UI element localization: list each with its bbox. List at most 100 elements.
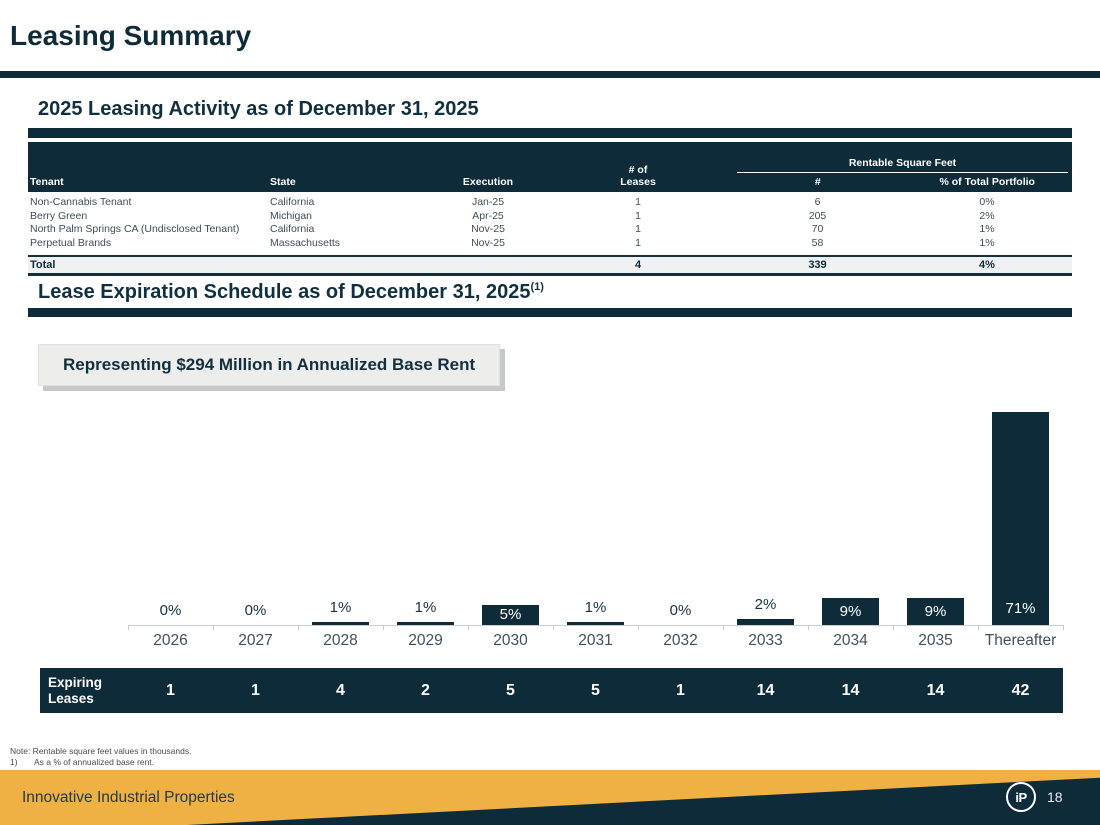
cell-state: Michigan	[270, 209, 313, 222]
bar-2029	[397, 622, 454, 625]
bar-value-label: 0%	[669, 602, 692, 619]
page-number: 18	[1047, 789, 1063, 805]
expiring-leases-band: Expiring Leases 1 1 4 2 5 5 1 14 14 14 42	[40, 668, 1063, 713]
footnote-note: Note: Rentable square feet values in tho…	[10, 746, 192, 756]
bar-2035	[907, 598, 964, 625]
section-heading-leasing-activity: 2025 Leasing Activity as of December 31,…	[38, 98, 479, 120]
bar-value-label: 2%	[754, 596, 777, 613]
cell-execution: Nov-25	[471, 223, 505, 235]
table-total-row: Total 4 339 4%	[28, 255, 1072, 276]
category-label-2030: 2030	[493, 632, 528, 649]
bar-value-label: 5%	[499, 606, 522, 623]
section-divider-2	[28, 308, 1072, 317]
expiring-count-Thereafter: 42	[1011, 681, 1030, 699]
chart-column-2030: 5%	[468, 392, 553, 625]
axis-tick	[1063, 625, 1064, 630]
footnote-1-marker: 1)	[10, 756, 18, 767]
category-label-2033: 2033	[748, 632, 783, 649]
chart-column-Thereafter: 71%	[978, 392, 1063, 625]
footnote-1: 1) As a % of annualized base rent.	[10, 757, 191, 768]
axis-tick	[383, 625, 384, 630]
expiring-leases-values: 1 1 4 2 5 5 1 14 14 14 42	[128, 668, 1063, 713]
cell-execution: Nov-25	[471, 236, 505, 249]
cell-pct: 1%	[979, 223, 995, 235]
expiring-count-2032: 1	[676, 681, 685, 699]
chart-column-2033: 2%	[723, 392, 808, 625]
table-header: Tenant State Execution # of Leases Renta…	[28, 142, 1072, 192]
axis-tick	[298, 625, 299, 630]
bar-value-label: 9%	[839, 603, 862, 620]
table-body: Non-Cannabis Tenant California Jan-25 1 6 0% B…	[28, 192, 1072, 255]
expiring-count-2028: 4	[336, 681, 345, 699]
category-label-2028: 2028	[323, 632, 358, 649]
chart-column-2028: 1%	[298, 392, 383, 625]
page-title: Leasing Summary	[10, 20, 252, 51]
chart-column-2026: 0%	[128, 392, 213, 625]
category-label-2031: 2031	[578, 632, 613, 649]
chart-column-2034: 9%	[808, 392, 893, 625]
expiring-leases-label: Expiring Leases	[48, 674, 103, 706]
cell-pct: 2%	[979, 209, 995, 222]
col-header-rsf-percent: % of Total Portfolio	[939, 176, 1035, 188]
chart-column-2027: 0%	[213, 392, 298, 625]
footnotes: Note: Rentable square feet values in tho…	[10, 746, 191, 767]
col-header-tenant: Tenant	[30, 176, 64, 188]
total-rsf: 339	[808, 259, 827, 271]
col-header-rsf-number: #	[814, 176, 821, 188]
cell-tenant: Non-Cannabis Tenant	[30, 196, 132, 208]
leasing-activity-table: Tenant State Execution # of Leases Renta…	[28, 142, 1072, 276]
axis-tick	[893, 625, 894, 630]
axis-tick	[723, 625, 724, 630]
bar-value-label: 1%	[329, 599, 352, 616]
cell-rsf: 6	[814, 196, 821, 208]
lease-expiration-bar-chart: 0% 0% 1% 1% 5% 1% 0% 2% 9% 9% 71%	[128, 392, 1063, 625]
expiring-count-2027: 1	[251, 681, 260, 699]
cell-leases: 1	[635, 236, 641, 249]
category-label-2032: 2032	[663, 632, 698, 649]
bar-value-label: 9%	[924, 603, 947, 620]
total-leases: 4	[634, 259, 642, 271]
category-label-2035: 2035	[918, 632, 953, 649]
bar-value-label: 0%	[244, 602, 267, 619]
axis-tick	[553, 625, 554, 630]
chart-column-2029: 1%	[383, 392, 468, 625]
table-row: Berry Green Michigan Apr-25 1 205 2%	[28, 210, 1072, 224]
axis-tick	[213, 625, 214, 630]
bar-value-label: 0%	[159, 602, 182, 619]
col-header-leases-line2: Leases	[620, 176, 656, 188]
chart-column-2032: 0%	[638, 392, 723, 625]
cell-leases: 1	[635, 196, 641, 208]
total-label: Total	[30, 259, 56, 271]
bar-2031	[567, 622, 624, 625]
category-label-2027: 2027	[238, 632, 273, 649]
chart-x-axis	[128, 625, 1064, 626]
bar-2028	[312, 622, 369, 625]
expiring-count-2026: 1	[166, 681, 175, 699]
bar-value-label: 71%	[1005, 600, 1036, 617]
section-heading-lease-expiration: Lease Expiration Schedule as of December…	[38, 281, 544, 304]
expiring-count-2030: 5	[506, 681, 515, 699]
category-label-2034: 2034	[833, 632, 868, 649]
cell-state: California	[270, 223, 315, 235]
footnote-1-text: As a % of annualized base rent.	[34, 756, 155, 767]
section-heading-text: Lease Expiration Schedule as of December…	[38, 281, 531, 303]
cell-pct: 0%	[979, 196, 995, 208]
iip-logo-icon: iP	[1006, 782, 1036, 812]
axis-tick	[978, 625, 979, 630]
bar-value-label: 1%	[414, 599, 437, 616]
expiring-count-2035: 14	[926, 681, 945, 699]
col-header-execution: Execution	[462, 176, 514, 188]
footnote-superscript: (1)	[530, 281, 544, 293]
cell-execution: Jan-25	[471, 196, 505, 208]
title-divider	[0, 71, 1100, 78]
bar-2034	[822, 598, 879, 625]
bar-Thereafter	[992, 412, 1049, 625]
footer-company-name: Innovative Industrial Properties	[22, 789, 235, 806]
expiring-count-2031: 5	[591, 681, 600, 699]
expiring-count-2033: 14	[756, 681, 775, 699]
col-header-rsf-title: Rentable Square Feet	[737, 157, 1068, 173]
cell-execution: Apr-25	[472, 209, 504, 222]
bar-value-label: 1%	[584, 599, 607, 616]
expiring-count-2034: 14	[841, 681, 860, 699]
axis-tick	[128, 625, 129, 630]
